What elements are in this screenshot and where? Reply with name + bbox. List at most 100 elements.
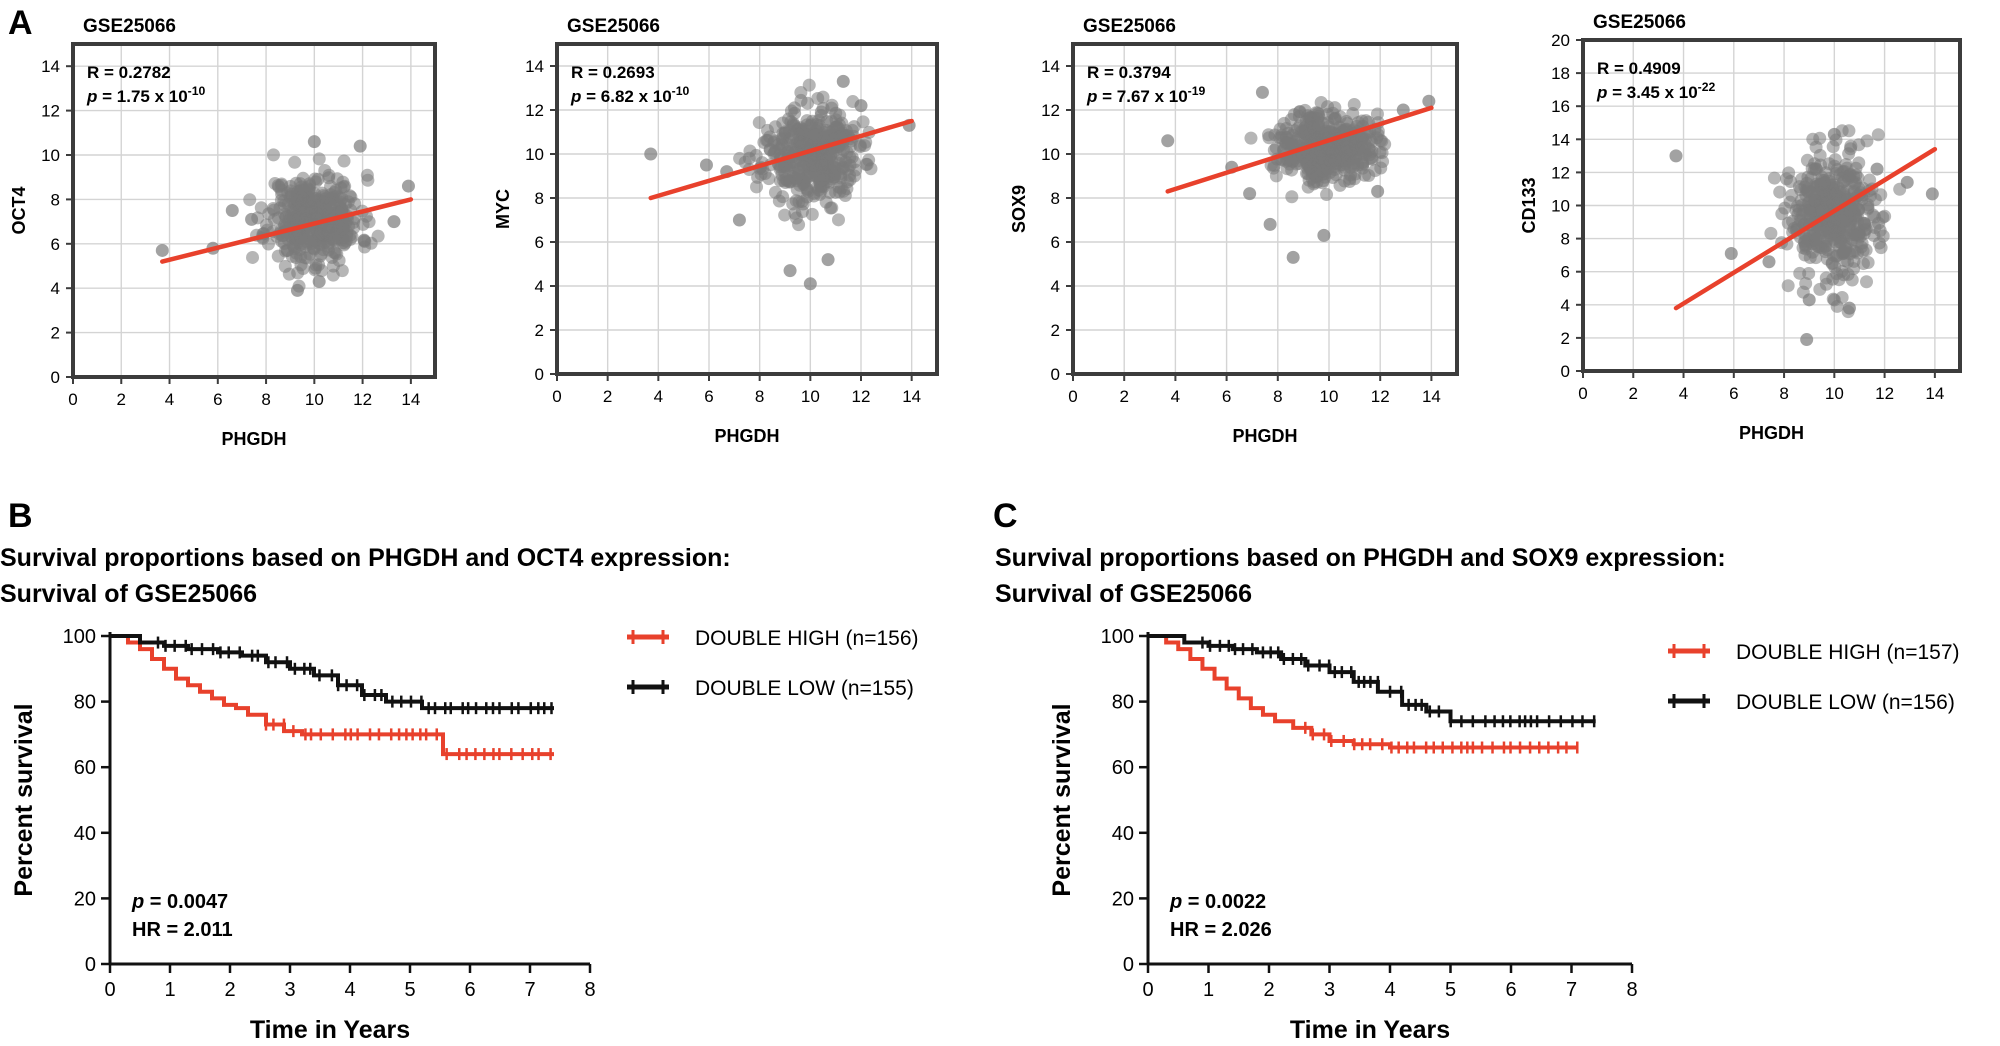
data-point bbox=[1784, 175, 1798, 189]
data-point bbox=[1773, 185, 1787, 199]
y-tick-label: 14 bbox=[41, 57, 60, 76]
legend-label: DOUBLE HIGH (n=157) bbox=[1736, 641, 1960, 664]
data-point bbox=[1820, 243, 1834, 257]
data-point bbox=[1826, 292, 1840, 306]
data-point bbox=[1285, 138, 1299, 152]
y-tick-label: 100 bbox=[1101, 626, 1134, 648]
x-tick-label: 8 bbox=[584, 979, 595, 1001]
y-tick-label: 60 bbox=[74, 757, 96, 779]
p-value-p-symbol: p bbox=[1086, 87, 1097, 106]
data-point bbox=[1817, 176, 1831, 190]
data-point bbox=[1373, 134, 1387, 148]
x-tick-label: 4 bbox=[165, 390, 174, 409]
p-value: p = 3.45 x 10-22 bbox=[1596, 80, 1716, 102]
data-point bbox=[318, 190, 332, 204]
x-tick-label: 6 bbox=[213, 390, 222, 409]
y-tick-label: 14 bbox=[525, 57, 544, 76]
data-point bbox=[1837, 174, 1851, 188]
data-point bbox=[387, 215, 401, 229]
data-point bbox=[1843, 228, 1857, 242]
data-point bbox=[326, 231, 340, 245]
p-value-p-symbol: p bbox=[86, 87, 97, 106]
data-point bbox=[345, 230, 359, 244]
data-point bbox=[1828, 260, 1842, 274]
x-tick-label: 6 bbox=[1222, 387, 1231, 406]
data-point bbox=[1807, 162, 1821, 176]
x-tick-label: 4 bbox=[1679, 384, 1688, 403]
x-tick-label: 4 bbox=[654, 387, 663, 406]
x-tick-label: 2 bbox=[1263, 979, 1274, 1001]
data-point bbox=[1852, 156, 1866, 170]
data-point bbox=[1422, 94, 1436, 108]
data-point bbox=[819, 195, 833, 209]
data-point bbox=[783, 264, 797, 278]
data-point bbox=[266, 148, 280, 162]
x-tick-label: 10 bbox=[1825, 384, 1844, 403]
data-point bbox=[768, 120, 782, 134]
y-tick-label: 20 bbox=[1551, 31, 1570, 50]
data-point bbox=[1804, 205, 1818, 219]
data-point bbox=[312, 275, 326, 289]
x-tick-label: 3 bbox=[1324, 979, 1335, 1001]
data-point bbox=[778, 208, 792, 222]
data-point bbox=[1396, 103, 1410, 117]
y-tick-label: 6 bbox=[535, 233, 544, 252]
x-tick-label: 10 bbox=[801, 387, 820, 406]
x-axis-label: Time in Years bbox=[1290, 1016, 1450, 1044]
chart-title: Survival proportions based on PHGDH and … bbox=[0, 544, 731, 572]
y-tick-label: 8 bbox=[535, 189, 544, 208]
data-point bbox=[732, 213, 746, 227]
p-value: p = 6.82 x 10-10 bbox=[570, 84, 690, 106]
x-tick-label: 8 bbox=[1626, 979, 1637, 1001]
x-tick-label: 8 bbox=[755, 387, 764, 406]
data-point bbox=[296, 262, 310, 276]
survival-chart-sox9: Survival proportions based on PHGDH and … bbox=[995, 544, 1960, 1044]
data-point bbox=[841, 162, 855, 176]
x-tick-label: 4 bbox=[344, 979, 355, 1001]
data-point bbox=[1371, 184, 1385, 198]
data-point bbox=[1328, 153, 1342, 167]
y-tick-label: 8 bbox=[1051, 189, 1060, 208]
chart-title: GSE25066 bbox=[83, 16, 176, 37]
data-point bbox=[1799, 277, 1813, 291]
data-point bbox=[816, 90, 830, 104]
y-tick-label: 12 bbox=[1041, 101, 1060, 120]
data-point bbox=[1870, 162, 1884, 176]
x-tick-label: 8 bbox=[1779, 384, 1788, 403]
chart-title: GSE25066 bbox=[1593, 12, 1686, 33]
survival-curve-high bbox=[1148, 634, 1578, 750]
p-value-p-symbol: p bbox=[570, 87, 581, 106]
y-tick-label: 80 bbox=[74, 692, 96, 714]
data-point bbox=[288, 155, 302, 169]
data-point bbox=[805, 207, 819, 221]
scatter-chart-cd133: 0 2 4 6 8 10 12 14 0 2 4 6 8 10 12 14 16 18 20 GSE25066 PHGD… bbox=[1519, 12, 1962, 443]
p-value-p-symbol: p bbox=[1596, 83, 1607, 102]
y-tick-label: 16 bbox=[1551, 97, 1570, 116]
y-axis-label: Percent survival bbox=[10, 703, 38, 896]
panel-label-a: A bbox=[8, 4, 33, 42]
data-point bbox=[1262, 128, 1276, 142]
y-tick-label: 80 bbox=[1112, 692, 1134, 714]
data-point bbox=[1767, 171, 1781, 185]
x-tick-label: 6 bbox=[464, 979, 475, 1001]
y-tick-label: 8 bbox=[51, 190, 60, 209]
p-value-exponent: -19 bbox=[1188, 84, 1206, 98]
data-point bbox=[802, 78, 816, 92]
p-value: p = 7.67 x 10-19 bbox=[1086, 84, 1206, 106]
p-value-value: = 0.0022 bbox=[1182, 891, 1266, 913]
chart-subtitle: Survival of GSE25066 bbox=[0, 580, 257, 608]
data-point bbox=[1806, 245, 1820, 259]
y-tick-label: 20 bbox=[1112, 888, 1134, 910]
data-point bbox=[763, 130, 777, 144]
data-point bbox=[326, 268, 340, 282]
x-tick-label: 0 bbox=[104, 979, 115, 1001]
data-point bbox=[1800, 153, 1814, 167]
data-point bbox=[308, 263, 322, 277]
y-tick-label: 4 bbox=[1561, 296, 1570, 315]
data-point bbox=[1320, 188, 1334, 202]
data-point bbox=[305, 236, 319, 250]
data-point bbox=[776, 190, 790, 204]
data-point bbox=[1792, 203, 1806, 217]
p-value-p-symbol: p bbox=[1169, 891, 1182, 913]
